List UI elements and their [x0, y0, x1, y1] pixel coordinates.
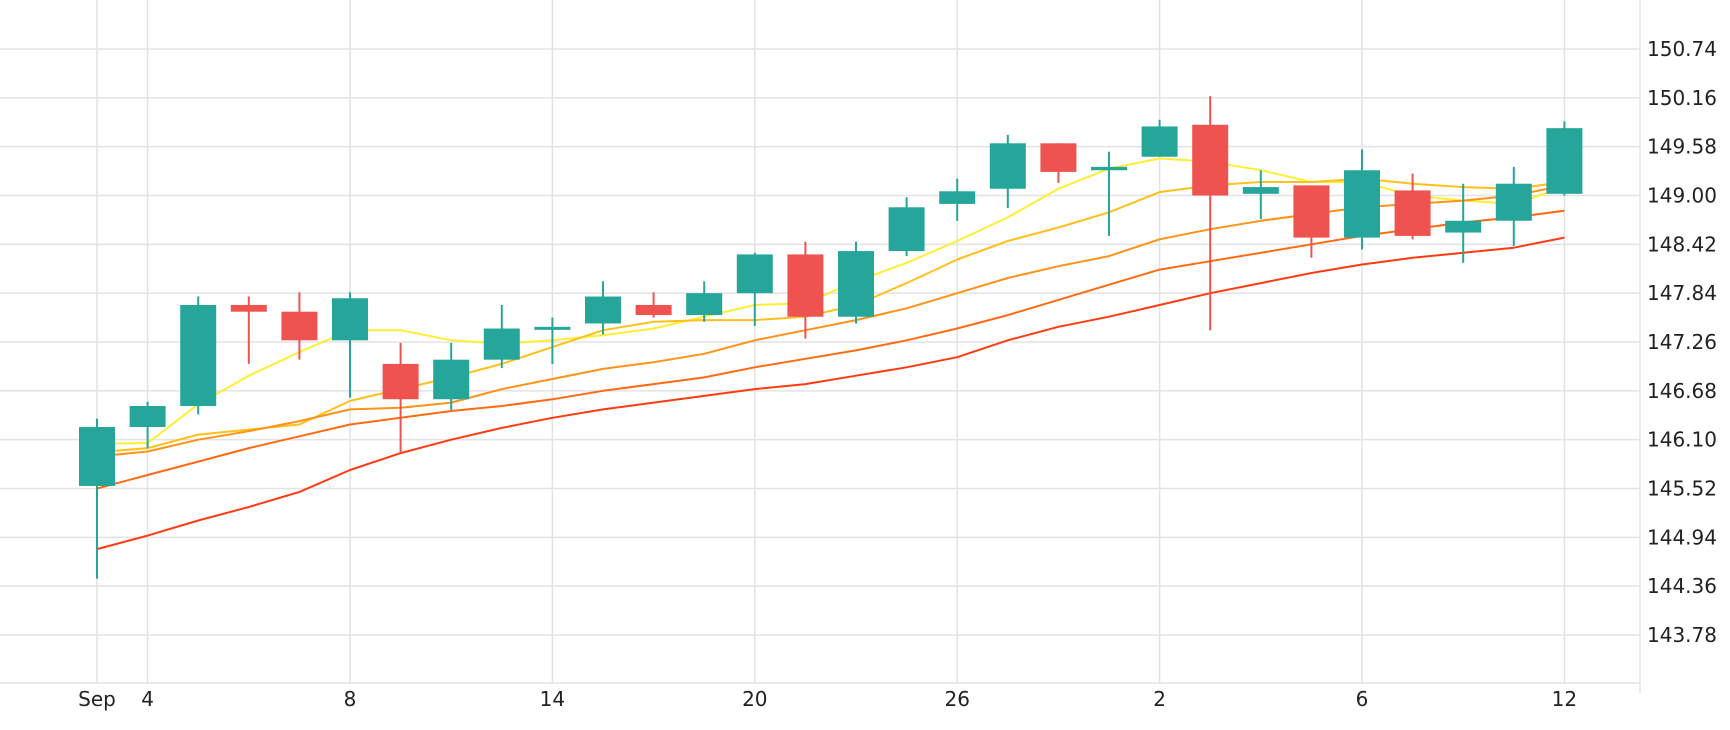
x-tick-label: 20	[742, 687, 767, 711]
candle-up	[1344, 149, 1380, 250]
candle-body	[787, 254, 824, 317]
candle-body	[281, 311, 318, 341]
moving-average-line-4	[96, 209, 1565, 490]
candle-body	[433, 359, 470, 400]
candle-body	[1394, 190, 1431, 236]
candle-up	[1242, 170, 1279, 220]
y-tick-label: 146.68	[1647, 379, 1717, 403]
moving-average-line-5	[96, 236, 1565, 551]
candles	[79, 96, 1583, 579]
y-tick-label: 150.16	[1647, 86, 1717, 110]
candle-body	[585, 296, 621, 324]
candle-body	[989, 143, 1026, 189]
candle-body	[180, 304, 217, 406]
y-tick-label: 147.84	[1647, 281, 1717, 305]
candle-down	[1293, 185, 1330, 258]
candle-body	[888, 207, 925, 252]
candle-down	[1394, 173, 1431, 240]
y-tick-label: 144.36	[1647, 574, 1717, 598]
candle-up	[332, 292, 368, 398]
y-tick-label: 146.10	[1647, 428, 1717, 452]
x-tick-label: 14	[540, 687, 565, 711]
candle-up	[686, 281, 723, 322]
candle-up	[129, 401, 166, 449]
y-tick-label: 145.52	[1647, 477, 1717, 501]
candle-body	[1445, 220, 1482, 233]
candle-down	[1192, 96, 1229, 331]
candle-body	[79, 427, 115, 486]
y-tick-label: 143.78	[1647, 623, 1717, 647]
candle-body	[1293, 185, 1330, 238]
candle-down	[635, 292, 672, 318]
grid-lines	[0, 0, 1640, 684]
y-tick-label: 144.94	[1647, 525, 1717, 549]
candle-body	[1192, 124, 1229, 196]
x-tick-label: 4	[141, 687, 154, 711]
candle-up	[989, 134, 1026, 209]
candle-body	[1344, 170, 1380, 238]
candle-up	[1495, 166, 1532, 247]
candle-body	[686, 293, 723, 316]
candle-body	[838, 251, 874, 317]
candle-up	[180, 296, 217, 415]
x-tick-label: 12	[1552, 687, 1577, 711]
candle-up	[483, 304, 520, 369]
candle-up	[585, 281, 621, 335]
candle-body	[483, 328, 520, 360]
y-tick-label: 150.74	[1647, 37, 1717, 61]
candle-body	[635, 304, 672, 316]
y-tick-label: 149.00	[1647, 184, 1717, 208]
y-tick-label: 149.58	[1647, 135, 1717, 159]
x-tick-label: 6	[1356, 687, 1369, 711]
candle-up	[888, 197, 925, 257]
candle-down	[281, 292, 318, 360]
candle-body	[1546, 128, 1583, 194]
axes: 150.74 150.16 149.58 149.00 148.42 147.84 147.…	[78, 0, 1717, 711]
candle-body	[230, 304, 267, 312]
candle-down	[382, 342, 419, 453]
candle-body	[129, 405, 166, 428]
candle-down	[1040, 143, 1077, 183]
candle-up	[1091, 151, 1127, 236]
candle-body	[332, 298, 368, 341]
candle-up	[1141, 119, 1178, 157]
y-tick-label: 148.42	[1647, 232, 1717, 256]
candle-up	[838, 241, 874, 324]
candle-body	[939, 191, 976, 204]
moving-average-line-2	[96, 177, 1565, 454]
candle-up	[1445, 183, 1482, 263]
candle-up	[1546, 121, 1583, 196]
candle-up	[79, 418, 115, 579]
y-tick-label: 147.26	[1647, 330, 1717, 354]
candle-body	[1495, 183, 1532, 221]
candle-up	[433, 342, 470, 411]
candle-up	[939, 178, 976, 221]
candle-body	[1040, 143, 1077, 172]
candle-body	[534, 326, 571, 330]
candle-body	[1141, 126, 1178, 157]
candle-up	[534, 317, 571, 364]
candle-body	[382, 363, 419, 400]
candle-up	[736, 252, 773, 327]
candle-down	[787, 241, 824, 339]
x-tick-label: 2	[1153, 687, 1166, 711]
candle-body	[1242, 187, 1279, 194]
x-tick-label: 26	[944, 687, 969, 711]
x-tick-label: 8	[344, 687, 357, 711]
candle-body	[1091, 166, 1127, 171]
candle-down	[230, 296, 267, 364]
candle-body	[736, 254, 773, 294]
x-tick-label: Sep	[78, 687, 116, 711]
